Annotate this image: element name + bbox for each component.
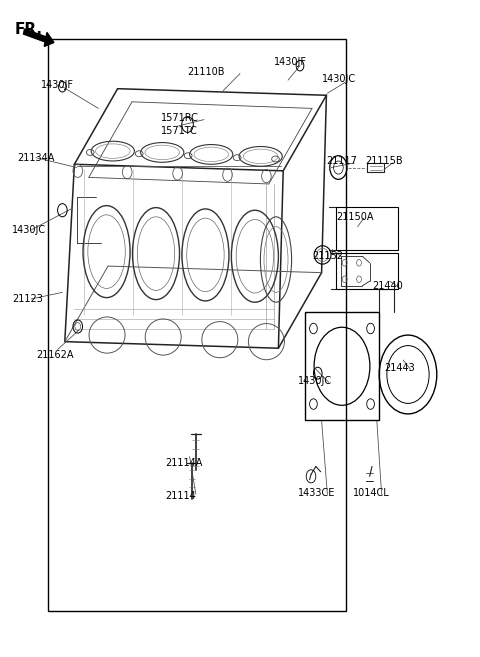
Text: 1430JF: 1430JF (274, 57, 307, 68)
Bar (305, 312, 379, 420)
FancyArrow shape (24, 29, 54, 47)
Text: 21440: 21440 (372, 281, 403, 291)
Text: 1433CE: 1433CE (298, 487, 335, 498)
Text: 21115B: 21115B (365, 156, 402, 166)
Bar (336, 253, 398, 289)
Text: 1430JF: 1430JF (41, 80, 74, 91)
Text: 21162A: 21162A (36, 350, 73, 360)
Text: 1014CL: 1014CL (353, 487, 390, 498)
Text: 21152: 21152 (312, 251, 343, 261)
Text: 1571TC: 1571TC (161, 126, 198, 137)
Text: 21117: 21117 (326, 156, 357, 166)
Text: 21150A: 21150A (336, 212, 373, 222)
Text: 21114: 21114 (166, 491, 196, 501)
Text: 21134A: 21134A (17, 152, 54, 163)
Text: 21110B: 21110B (187, 67, 225, 78)
Text: 21123: 21123 (12, 294, 43, 304)
Text: 1571RC: 1571RC (161, 113, 199, 124)
Bar (48, 39, 346, 611)
Text: 21114A: 21114A (166, 458, 203, 468)
Text: 1430JC: 1430JC (12, 225, 46, 235)
Bar (336, 207, 398, 250)
Text: 1430JC: 1430JC (298, 376, 332, 386)
Text: FR.: FR. (14, 22, 42, 37)
Text: 1430JC: 1430JC (322, 74, 356, 84)
Text: 21443: 21443 (384, 363, 415, 373)
